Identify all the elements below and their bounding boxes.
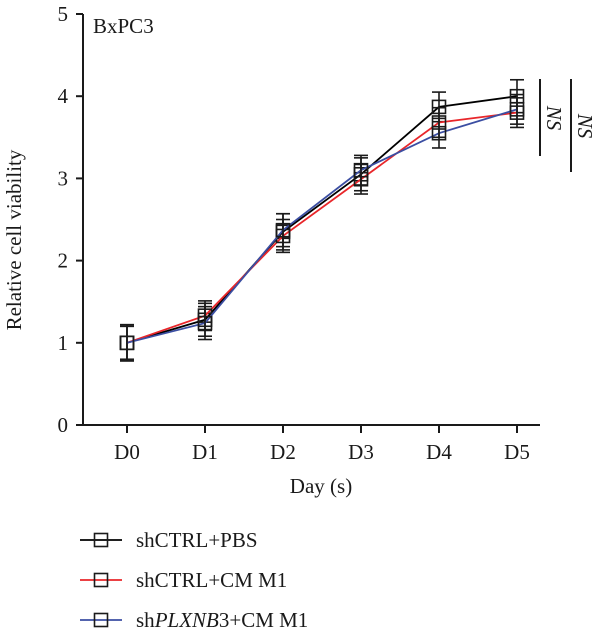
legend-label: shCTRL+CM M1 [136,568,287,592]
legend-item-2: shCTRL+CM M1 [80,568,287,592]
x-ticks: D0 D1 D2 D3 D4 D5 [114,425,530,464]
y-axis: 0 1 2 3 4 5 [58,2,84,437]
x-tick-label: D3 [348,440,374,464]
data-point [509,102,525,117]
legend-label-prefix: sh [136,608,155,632]
series-line [126,108,518,344]
legend-marker [93,572,109,588]
data-point [197,315,213,331]
y-ticks: 0 1 2 3 4 5 [58,2,83,437]
legend-label: shCTRL+PBS [136,528,258,552]
series-line [126,95,518,344]
series-layer [119,78,525,362]
x-tick-label: D4 [426,440,452,464]
y-tick-label: 1 [58,331,69,355]
panel-label: BxPC3 [93,14,154,38]
legend: shCTRL+PBS shCTRL+CM M1 shPLXNB3+CM M1 [80,528,308,632]
data-point [353,162,369,178]
x-axis: D0 D1 D2 D3 D4 D5 [83,424,540,464]
data-point [119,335,135,351]
legend-item-3: shPLXNB3+CM M1 [80,608,308,632]
legend-label-prefix: shCTRL+CM M1 [136,568,287,592]
significance-annotations: NS NS [539,79,597,172]
legend-label-prefix: shCTRL+PBS [136,528,258,552]
series-3 [119,93,525,362]
y-tick-label: 5 [58,2,69,26]
x-tick-label: D5 [504,440,530,464]
series-2 [119,97,525,361]
legend-label-suffix: 3+CM M1 [219,608,308,632]
x-tick-label: D1 [192,440,218,464]
legend-label-italic: PLXNB [154,608,219,632]
x-tick-label: D0 [114,440,140,464]
y-axis-title: Relative cell viability [2,149,26,330]
legend-marker [93,532,109,548]
x-axis-title: Day (s) [290,474,352,498]
y-tick-label: 3 [58,166,69,190]
legend-marker [93,612,109,628]
series-1 [119,78,525,362]
y-tick-label: 2 [58,249,69,273]
y-tick-label: 0 [58,413,69,437]
significance-label-2: NS [573,113,597,139]
data-point [275,222,291,238]
y-tick-label: 4 [58,84,69,108]
legend-label: shPLXNB3+CM M1 [136,608,308,632]
legend-item-1: shCTRL+PBS [80,528,258,552]
significance-label-1: NS [542,105,566,131]
x-tick-label: D2 [270,440,296,464]
data-point [431,125,447,141]
series-line [126,111,518,344]
